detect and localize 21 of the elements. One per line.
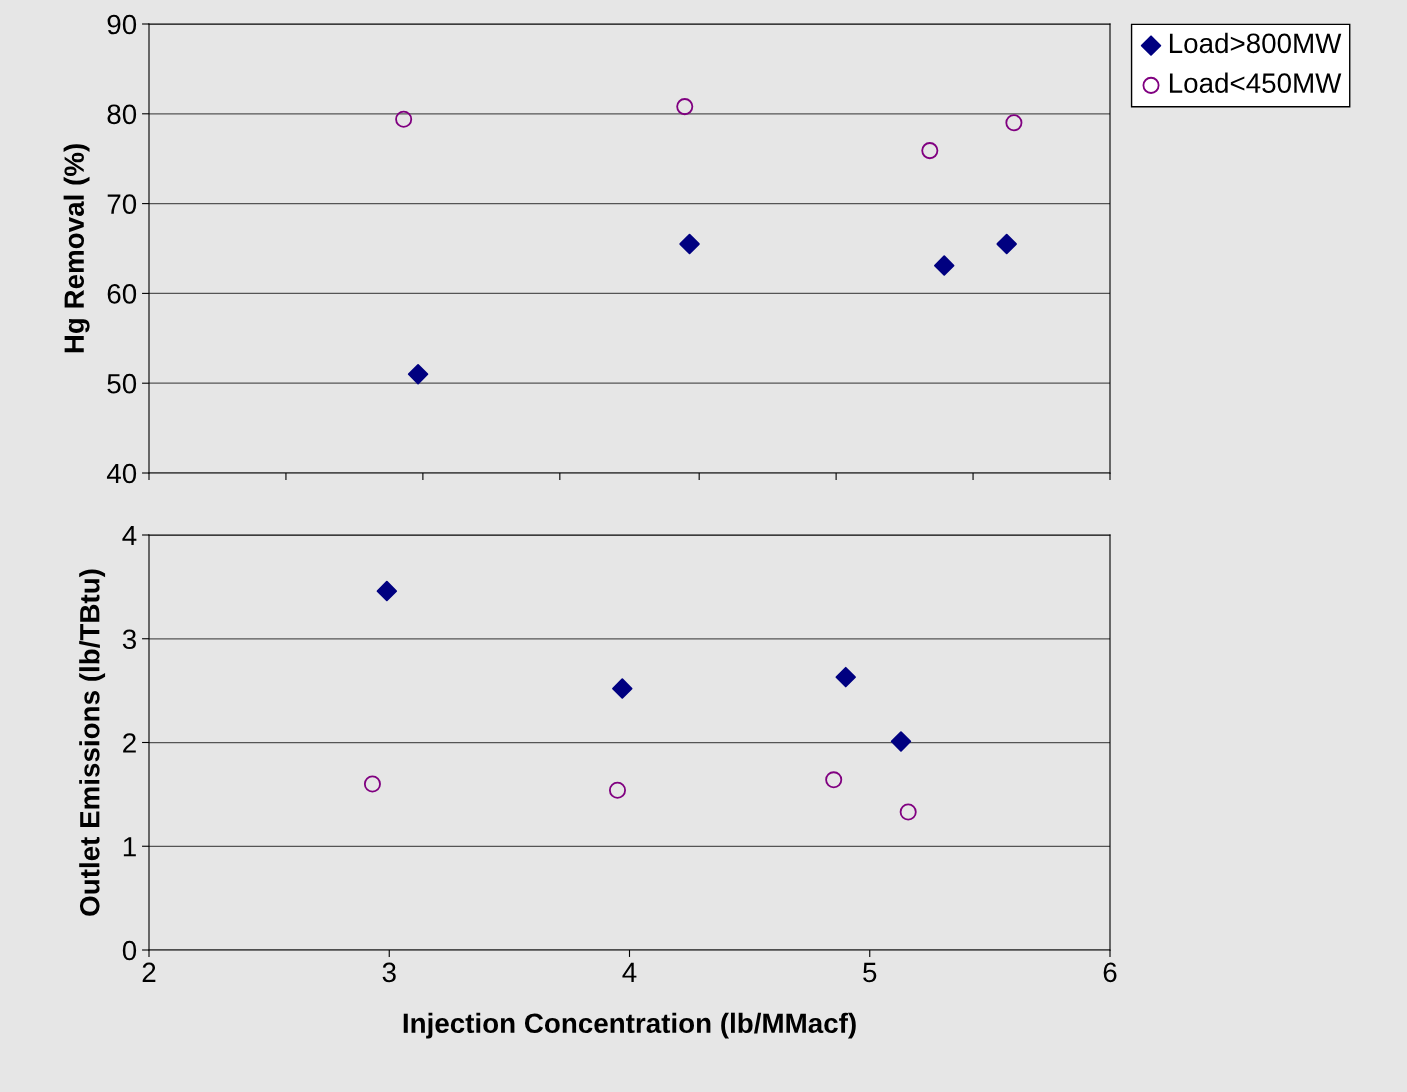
y-tick-label: 0: [122, 940, 137, 961]
y-tick-label: 50: [107, 373, 137, 394]
legend-label: Load>800MW: [1169, 32, 1342, 54]
y-tick-label: 70: [107, 194, 137, 214]
y-axis-title: Outlet Emissions (lb/TBtu): [79, 569, 106, 916]
legend-label: Load<450MW: [1169, 72, 1342, 93]
y-tick-label: 60: [107, 284, 137, 304]
x-axis-title: Injection Concentration (lb/MMacf): [403, 1012, 856, 1039]
y-tick-label: 90: [107, 14, 137, 35]
x-tick-label: 5: [863, 962, 877, 983]
y-tick-label: 4: [122, 525, 137, 546]
y-tick-label: 3: [122, 629, 136, 650]
y-tick-label: 2: [123, 733, 136, 753]
x-tick-label: 6: [1103, 962, 1117, 983]
x-tick-label: 3: [382, 962, 396, 983]
x-tick-label: 2: [142, 962, 156, 982]
y-axis-title: Hg Removal (%): [63, 144, 90, 353]
y-tick-label: 40: [106, 463, 137, 484]
y-tick-label: 1: [123, 837, 136, 857]
x-tick-label: 4: [622, 962, 637, 982]
y-tick-label: 80: [107, 104, 137, 125]
